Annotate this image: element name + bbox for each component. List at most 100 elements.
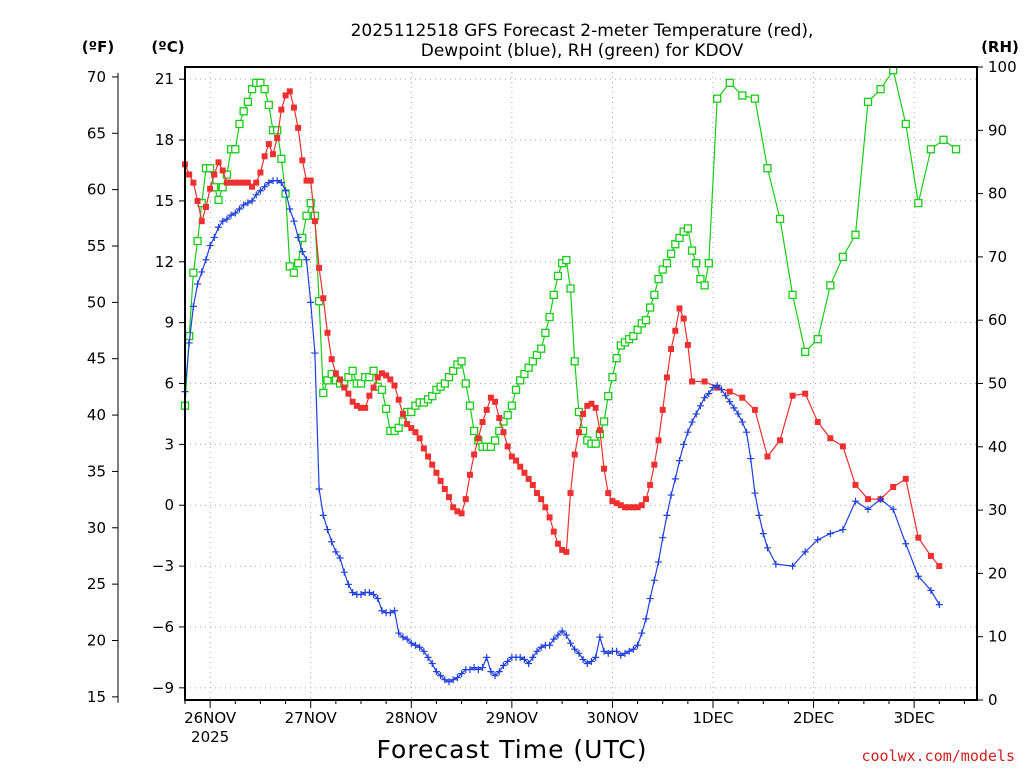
rh-tick-label: 80	[988, 185, 1007, 203]
celsius-tick-label: −9	[152, 679, 174, 697]
dewpoint-point	[466, 666, 474, 674]
temperature-point	[290, 104, 297, 111]
dewpoint-point	[789, 562, 797, 570]
temperature-point	[341, 384, 348, 391]
dewpoint-point	[231, 209, 239, 217]
dewpoint-point	[332, 548, 340, 556]
rh-point	[469, 426, 479, 436]
temperature-point	[525, 475, 532, 482]
dewpoint-point	[562, 631, 570, 639]
temperature-point	[219, 167, 226, 174]
rh-tick-label: 0	[988, 691, 998, 709]
temperature-point	[609, 498, 616, 505]
rh-point	[671, 240, 680, 249]
temperature-point	[500, 429, 507, 436]
temperature-point	[412, 429, 419, 436]
chart-title: 2025112518 GFS Forecast 2-meter Temperat…	[351, 21, 814, 41]
date-tick-label: 1DEC	[692, 709, 733, 727]
temperature-point	[521, 469, 528, 476]
temperature-point	[437, 477, 444, 484]
temperature-point	[404, 421, 411, 428]
temperature-point	[596, 427, 603, 434]
rh-point	[444, 373, 454, 382]
temperature-point	[215, 159, 222, 166]
dewpoint-point	[902, 540, 910, 548]
rh-point	[939, 135, 948, 144]
dewpoint-point	[311, 349, 319, 357]
dewpoint-point	[747, 455, 755, 463]
rh-point	[256, 78, 265, 87]
rh-point	[369, 366, 378, 375]
temperature-point	[320, 295, 327, 302]
dewpoint-point	[634, 641, 642, 649]
fahrenheit-axis: 15 20 25 30 35 40 45 50 55 60 65 70	[87, 68, 119, 706]
temperature-point	[337, 376, 344, 383]
celsius-tick-label: 6	[164, 375, 174, 393]
dewpoint-point	[252, 191, 260, 199]
temperature-point	[689, 378, 696, 385]
dewpoint-point	[215, 223, 223, 231]
temperature-point	[550, 528, 557, 535]
year-tick-label: 2025	[191, 728, 229, 746]
rh-point	[465, 401, 475, 410]
dewpoint-point	[629, 645, 637, 653]
dewpoint-point	[567, 639, 575, 647]
rh-point	[629, 331, 638, 341]
rh-point	[218, 183, 227, 192]
fahrenheit-tick-label: 55	[87, 237, 106, 255]
temperature-point	[228, 179, 235, 186]
rh-point	[532, 350, 542, 360]
dewpoint-point	[261, 183, 269, 191]
credit-text: coolwx.com/models	[861, 747, 1015, 765]
celsius-unit-label: (ºC)	[151, 38, 184, 56]
temperature-point	[622, 504, 628, 511]
dewpoint-point	[759, 530, 767, 538]
temperature-point	[454, 508, 461, 515]
dewpoint-point	[290, 217, 298, 225]
celsius-tick-label: −6	[152, 618, 174, 636]
rh-point	[549, 290, 558, 300]
temperature-point	[513, 457, 520, 464]
dewpoint-point	[717, 386, 725, 394]
temperature-point	[471, 451, 478, 458]
temperature-point	[672, 327, 679, 334]
temperature-point	[659, 406, 666, 413]
dewpoint-series	[181, 177, 943, 686]
temperature-point	[387, 376, 394, 383]
dewpoint-point	[189, 302, 197, 310]
dewpoint-point	[675, 457, 683, 465]
dewpoint-point	[445, 678, 453, 686]
rh-point	[801, 347, 810, 357]
temperature-point	[240, 179, 247, 186]
rh-point	[348, 366, 357, 375]
dewpoint-point	[529, 653, 537, 661]
rh-point	[457, 357, 466, 366]
rh-tick-label: 20	[988, 564, 1007, 582]
dewpoint-point	[537, 643, 545, 651]
celsius-tick-label: −3	[152, 557, 174, 575]
temperature-point	[651, 461, 658, 468]
temperature-point	[479, 419, 486, 426]
rh-point	[675, 233, 684, 243]
temperature-point	[701, 378, 708, 385]
dewpoint-point	[286, 205, 294, 213]
dewpoint-point	[592, 653, 600, 661]
dewpoint-point	[914, 572, 922, 580]
rh-point	[319, 388, 328, 398]
rh-tick-label: 90	[988, 121, 1007, 139]
temperature-point	[236, 179, 243, 186]
dewpoint-point	[495, 668, 503, 676]
dewpoint-point	[185, 339, 193, 347]
rh-point	[826, 281, 835, 290]
rh-point	[851, 230, 860, 239]
rh-point	[503, 410, 512, 420]
rh-point	[775, 214, 785, 224]
rh-point	[566, 284, 575, 293]
fahrenheit-tick-label: 20	[87, 631, 106, 649]
dewpoint-point	[650, 576, 658, 584]
temperature-point	[391, 382, 398, 389]
rh-point	[683, 224, 693, 233]
dewpoint-point	[504, 657, 512, 665]
temperature-point	[580, 410, 587, 417]
temperature-point	[642, 496, 649, 503]
